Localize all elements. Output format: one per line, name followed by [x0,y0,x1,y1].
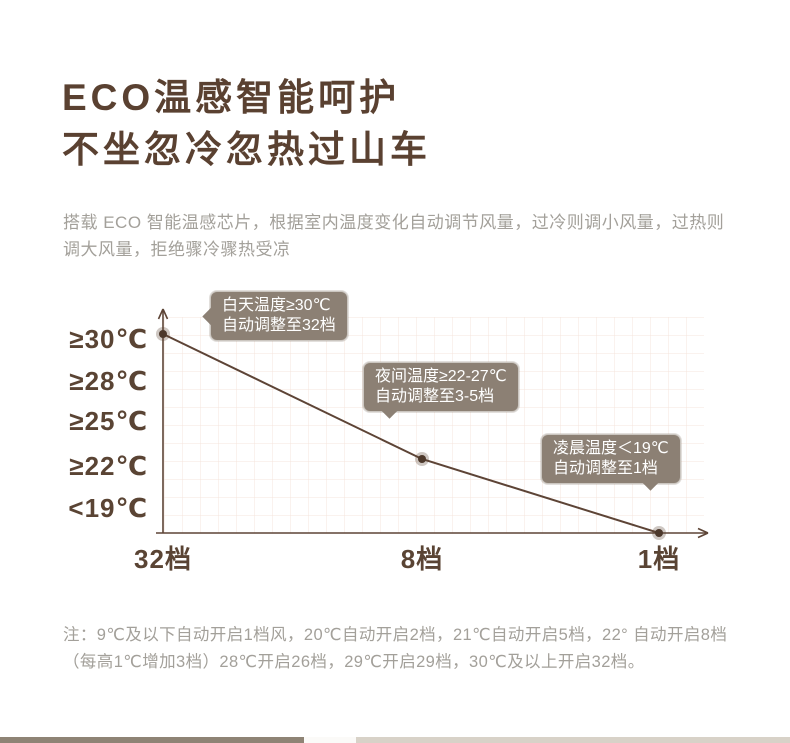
next-section-edge-light [356,737,790,743]
footnote-text: 注：9℃及以下自动开启1档风，20℃自动开启2档，21℃自动开启5档，22° 自… [63,625,728,671]
next-section-edge-gap [304,737,356,743]
callout-line2: 自动调整至32档 [222,317,336,334]
page-title: ECO温感智能呵护 不坐忽冷忽热过山车 [62,72,431,176]
y-tick-ge28: ≥28℃ [69,366,148,396]
callout-bubble-dawn: 凌晨温度＜19℃ 自动调整至1档 [541,434,681,491]
page-title-line1: ECO温感智能呵护 [62,77,401,118]
y-tick-ge25: ≥25℃ [69,406,148,436]
x-tick-8dang: 8档 [400,544,444,574]
chart-gridlines [164,317,704,533]
x-tick-1dang: 1档 [637,544,681,574]
callout-bubble-daytime: 白天温度≥30℃ 自动调整至32档 [202,291,348,341]
callout-line2: 自动调整至3-5档 [375,388,495,405]
callout-line1: 白天温度≥30℃ [222,297,331,314]
next-section-edge-dark [0,737,304,743]
temperature-fanspeed-line-chart [156,308,709,540]
y-tick-ge30: ≥30℃ [69,324,148,354]
x-tick-32dang: 32档 [134,544,192,574]
next-section-edge [0,737,790,743]
y-tick-lt19: <19℃ [68,493,148,523]
callout-bubble-night: 夜间温度≥22-27℃ 自动调整至3-5档 [363,362,519,419]
feature-description: 搭载 ECO 智能温感芯片，根据室内温度变化自动调节风量，过冷则调小风量，过热则… [63,213,725,259]
y-axis [157,308,169,533]
x-axis [156,527,709,539]
y-tick-ge22: ≥22℃ [69,451,148,481]
callout-line2: 自动调整至1档 [553,460,658,477]
callout-line1: 夜间温度≥22-27℃ [375,368,507,385]
callout-line1: 凌晨温度＜19℃ [553,440,669,457]
data-points [156,327,666,540]
page-title-line2: 不坐忽冷忽热过山车 [62,129,431,170]
